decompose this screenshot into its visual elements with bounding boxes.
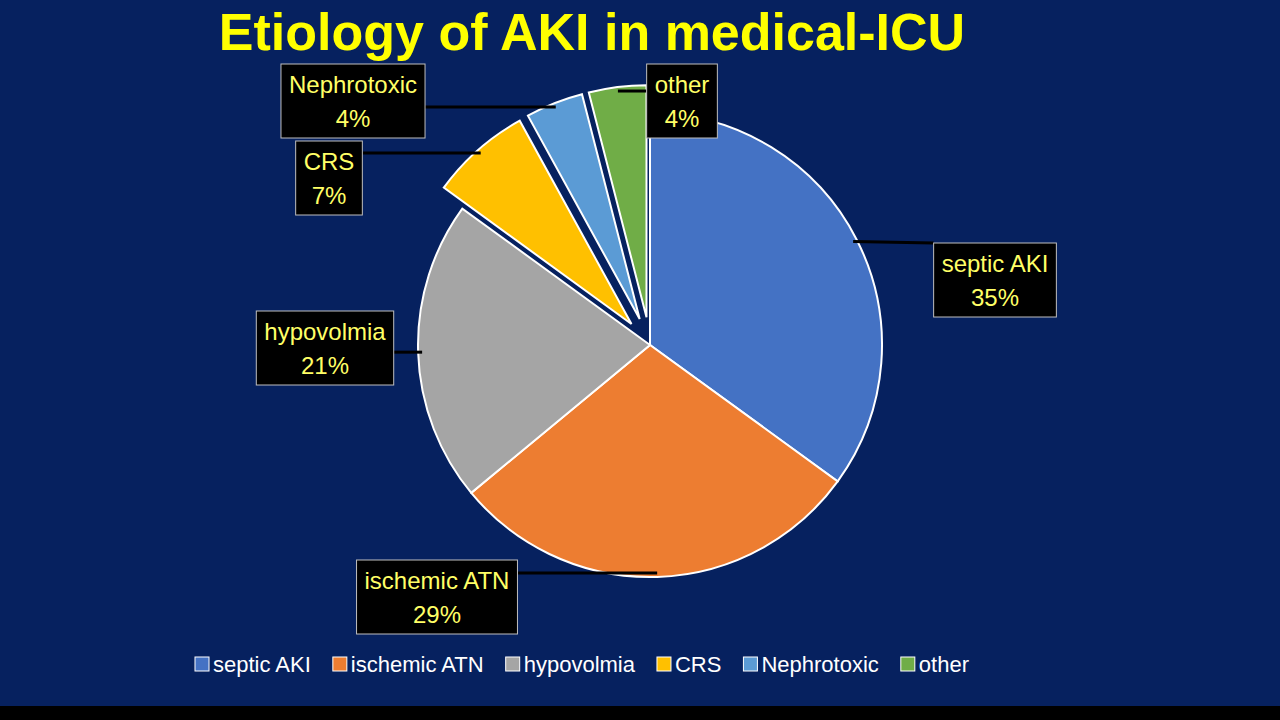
leader-line [394, 351, 422, 354]
leader-line [618, 90, 647, 93]
leader-line [853, 241, 933, 243]
pie-slice [589, 85, 647, 317]
label-value: 21% [301, 352, 349, 379]
label-category: septic AKI [942, 250, 1049, 277]
data-label: CRS 7% [296, 141, 363, 215]
chart-title: Etiology of AKI in medical-ICU [219, 3, 965, 61]
leader-lines [362, 91, 933, 573]
data-labels: septic AKI 35% ischemic ATN 29% hypovolmia 21… [256, 64, 1056, 634]
label-category: Nephrotoxic [289, 71, 417, 98]
legend-item: Nephrotoxic [743, 652, 878, 677]
label-value: 4% [336, 105, 371, 132]
data-label: ischemic ATN 29% [357, 560, 518, 634]
chart-root: Etiology of AKI in medical-ICUseptic AKI… [0, 0, 1280, 720]
legend-item: ischemic ATN [333, 652, 484, 677]
label-value: 35% [971, 284, 1019, 311]
legend-label: CRS [675, 652, 721, 677]
label-box [281, 64, 425, 138]
legend-label: septic AKI [213, 652, 311, 677]
label-box [296, 141, 363, 215]
plot-area [418, 85, 882, 577]
legend-label: hypovolmia [524, 652, 636, 677]
label-box [256, 311, 393, 385]
label-box [647, 64, 718, 138]
legend: septic AKI ischemic ATN hypovolmia CRS Nephr… [195, 652, 969, 677]
background [0, 0, 1280, 720]
legend-swatch [901, 657, 915, 671]
leader-line [425, 105, 556, 108]
data-label: other 4% [647, 64, 718, 138]
data-label: hypovolmia 21% [256, 311, 393, 385]
label-category: hypovolmia [264, 318, 386, 345]
label-value: 7% [312, 182, 347, 209]
legend-swatch [195, 657, 209, 671]
label-category: ischemic ATN [365, 567, 510, 594]
data-label: Nephrotoxic 4% [281, 64, 425, 138]
legend-item: CRS [657, 652, 721, 677]
legend-item: septic AKI [195, 652, 311, 677]
legend-swatch [333, 657, 347, 671]
legend-swatch [743, 657, 757, 671]
label-box [357, 560, 518, 634]
legend-swatch [506, 657, 520, 671]
leader-line [517, 571, 657, 574]
leader-line [362, 151, 480, 154]
label-category: CRS [304, 148, 355, 175]
label-box [934, 243, 1057, 317]
legend-item: other [901, 652, 969, 677]
pie [418, 85, 882, 577]
legend-label: ischemic ATN [351, 652, 484, 677]
label-value: 4% [665, 105, 700, 132]
label-value: 29% [413, 601, 461, 628]
legend-item: hypovolmia [506, 652, 636, 677]
data-label: septic AKI 35% [934, 243, 1057, 317]
bottom-strip [0, 706, 1280, 720]
legend-label: Nephrotoxic [761, 652, 878, 677]
label-category: other [655, 71, 710, 98]
legend-swatch [657, 657, 671, 671]
legend-label: other [919, 652, 969, 677]
